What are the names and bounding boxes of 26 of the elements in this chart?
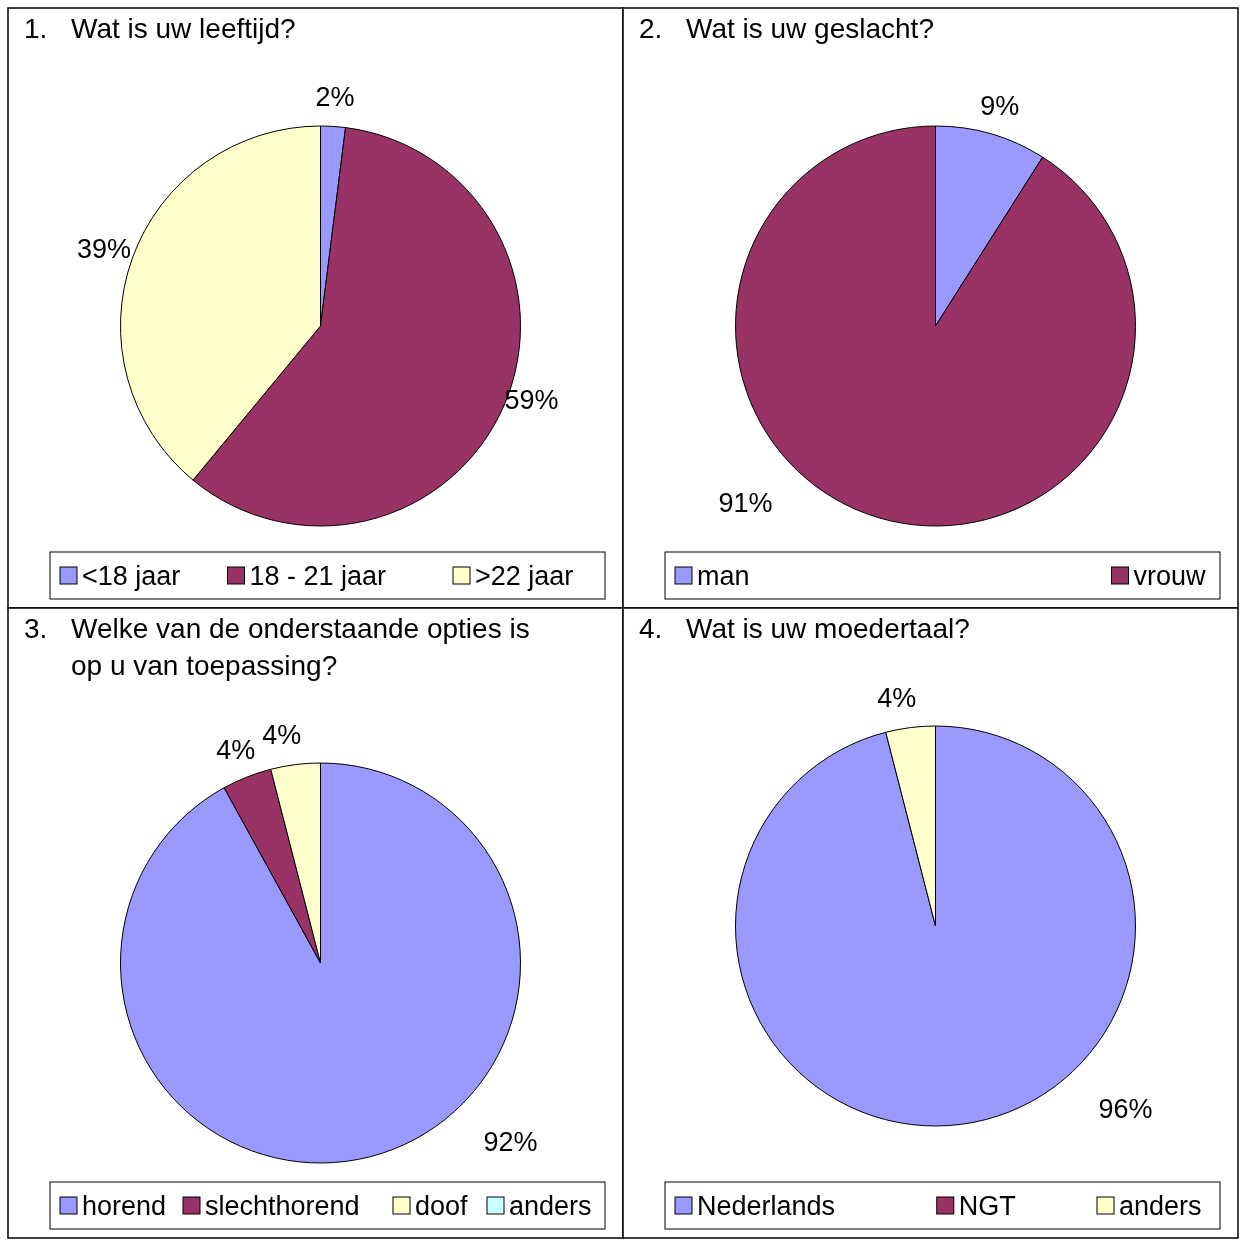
- legend-label: horend: [82, 1191, 167, 1222]
- legend-label: man: [697, 561, 750, 592]
- chart-title: 4. Wat is uw moedertaal?: [639, 613, 970, 644]
- chart-title: 1. Wat is uw leeftijd?: [24, 13, 296, 44]
- legend-label: >22 jaar: [475, 561, 574, 592]
- legend-label: 18 - 21 jaar: [249, 561, 387, 592]
- legend-label: anders: [509, 1191, 592, 1222]
- legend-label: <18 jaar: [82, 561, 181, 592]
- legend-label: vrouw: [1133, 561, 1207, 592]
- data-label: 4%: [216, 734, 256, 765]
- data-label: 2%: [315, 81, 355, 112]
- data-label: 96%: [1098, 1094, 1153, 1124]
- data-label: 59%: [504, 384, 559, 415]
- legend-label: slechthorend: [205, 1191, 360, 1222]
- data-label: 4%: [262, 720, 302, 751]
- chart-title: 3. Welke van de onderstaande opties is op u van toepassing?: [24, 613, 530, 681]
- data-label: 39%: [77, 233, 132, 264]
- chart-title: 2. Wat is uw geslacht?: [639, 13, 934, 44]
- legend-label: NGT: [958, 1191, 1016, 1222]
- data-label: 4%: [877, 683, 917, 714]
- data-label: 91%: [718, 488, 773, 519]
- legend-label: Nederlands: [697, 1191, 836, 1222]
- legend-label: doof: [415, 1191, 469, 1222]
- data-label: 92%: [483, 1126, 538, 1157]
- data-label: 9%: [980, 90, 1020, 121]
- legend-label: anders: [1119, 1191, 1202, 1222]
